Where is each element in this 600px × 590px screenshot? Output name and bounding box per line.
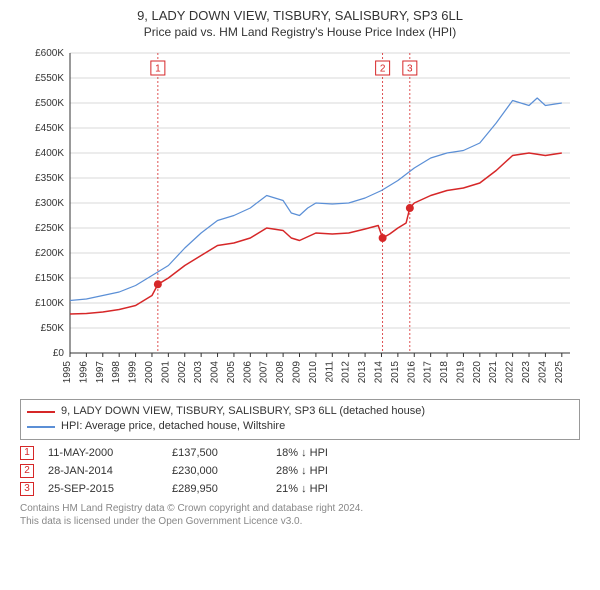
svg-text:2015: 2015 xyxy=(390,361,401,384)
svg-text:£350K: £350K xyxy=(35,173,64,184)
svg-text:£550K: £550K xyxy=(35,73,64,84)
svg-text:3: 3 xyxy=(407,64,413,75)
svg-text:1998: 1998 xyxy=(111,361,122,384)
svg-text:1995: 1995 xyxy=(62,361,73,384)
transaction-marker: 3 xyxy=(20,482,34,496)
svg-text:2012: 2012 xyxy=(341,361,352,384)
transaction-date: 11-MAY-2000 xyxy=(48,447,158,459)
line-chart-svg: £0 £50K £100K £150K £200K £250K £300K £350K £400… xyxy=(20,43,580,393)
svg-text:2011: 2011 xyxy=(324,361,335,383)
svg-text:£250K: £250K xyxy=(35,223,64,234)
svg-text:2016: 2016 xyxy=(406,361,417,384)
chart-title-address: 9, LADY DOWN VIEW, TISBURY, SALISBURY, S… xyxy=(0,8,600,23)
svg-text:2018: 2018 xyxy=(439,361,450,384)
transaction-price: £137,500 xyxy=(172,447,262,459)
svg-text:£0: £0 xyxy=(53,348,65,359)
transaction-row: 1 11-MAY-2000 £137,500 18% ↓ HPI xyxy=(20,444,580,462)
svg-text:2022: 2022 xyxy=(505,361,516,384)
svg-text:2010: 2010 xyxy=(308,361,319,384)
svg-text:2008: 2008 xyxy=(275,361,286,384)
svg-text:£150K: £150K xyxy=(35,273,64,284)
svg-text:1997: 1997 xyxy=(95,361,106,384)
svg-text:2021: 2021 xyxy=(488,361,499,384)
transaction-diff: 28% ↓ HPI xyxy=(276,465,366,477)
chart-subtitle: Price paid vs. HM Land Registry's House … xyxy=(0,25,600,39)
legend-label: 9, LADY DOWN VIEW, TISBURY, SALISBURY, S… xyxy=(61,404,425,419)
svg-text:2001: 2001 xyxy=(160,361,171,384)
transaction-date: 25-SEP-2015 xyxy=(48,483,158,495)
transaction-marker: 1 xyxy=(20,446,34,460)
svg-text:2019: 2019 xyxy=(455,361,466,384)
svg-text:£100K: £100K xyxy=(35,298,64,309)
legend-label: HPI: Average price, detached house, Wilt… xyxy=(61,419,285,434)
svg-text:2006: 2006 xyxy=(242,361,253,384)
transaction-marker: 2 xyxy=(20,464,34,478)
svg-text:2017: 2017 xyxy=(423,361,434,384)
legend-item: HPI: Average price, detached house, Wilt… xyxy=(27,419,573,434)
svg-text:1: 1 xyxy=(155,64,161,75)
svg-text:2005: 2005 xyxy=(226,361,237,384)
transaction-table: 1 11-MAY-2000 £137,500 18% ↓ HPI 2 28-JAN-201… xyxy=(20,444,580,498)
svg-text:2014: 2014 xyxy=(373,361,384,384)
svg-text:2000: 2000 xyxy=(144,361,155,384)
chart-plot-area: £0 £50K £100K £150K £200K £250K £300K £350K £400… xyxy=(20,43,580,393)
transaction-row: 2 28-JAN-2014 £230,000 28% ↓ HPI xyxy=(20,462,580,480)
transaction-price: £230,000 xyxy=(172,465,262,477)
svg-text:2024: 2024 xyxy=(537,361,548,384)
legend-swatch xyxy=(27,426,55,428)
svg-text:£500K: £500K xyxy=(35,98,64,109)
svg-text:£300K: £300K xyxy=(35,198,64,209)
transaction-row: 3 25-SEP-2015 £289,950 21% ↓ HPI xyxy=(20,480,580,498)
svg-text:1999: 1999 xyxy=(128,361,139,384)
footer-line-1: Contains HM Land Registry data © Crown c… xyxy=(20,502,580,515)
svg-text:2: 2 xyxy=(380,64,386,75)
legend-swatch xyxy=(27,411,55,413)
svg-text:£200K: £200K xyxy=(35,248,64,259)
chart-legend: 9, LADY DOWN VIEW, TISBURY, SALISBURY, S… xyxy=(20,399,580,440)
svg-text:£450K: £450K xyxy=(35,123,64,134)
transaction-diff: 21% ↓ HPI xyxy=(276,483,366,495)
svg-text:2003: 2003 xyxy=(193,361,204,384)
transaction-date: 28-JAN-2014 xyxy=(48,465,158,477)
svg-text:2013: 2013 xyxy=(357,361,368,384)
chart-title-block: 9, LADY DOWN VIEW, TISBURY, SALISBURY, S… xyxy=(0,0,600,43)
chart-container: 9, LADY DOWN VIEW, TISBURY, SALISBURY, S… xyxy=(0,0,600,590)
svg-text:2004: 2004 xyxy=(210,361,221,384)
svg-text:2023: 2023 xyxy=(521,361,532,384)
svg-text:2020: 2020 xyxy=(472,361,483,384)
svg-text:2009: 2009 xyxy=(292,361,303,384)
footer-line-2: This data is licensed under the Open Gov… xyxy=(20,515,580,528)
svg-text:2002: 2002 xyxy=(177,361,188,384)
legend-item: 9, LADY DOWN VIEW, TISBURY, SALISBURY, S… xyxy=(27,404,573,419)
svg-text:£50K: £50K xyxy=(41,323,65,334)
svg-text:£600K: £600K xyxy=(35,48,64,59)
transaction-price: £289,950 xyxy=(172,483,262,495)
svg-text:2007: 2007 xyxy=(259,361,270,384)
svg-text:1996: 1996 xyxy=(78,361,89,384)
transaction-diff: 18% ↓ HPI xyxy=(276,447,366,459)
svg-text:2025: 2025 xyxy=(554,361,565,384)
svg-text:£400K: £400K xyxy=(35,148,64,159)
chart-footer: Contains HM Land Registry data © Crown c… xyxy=(20,502,580,528)
